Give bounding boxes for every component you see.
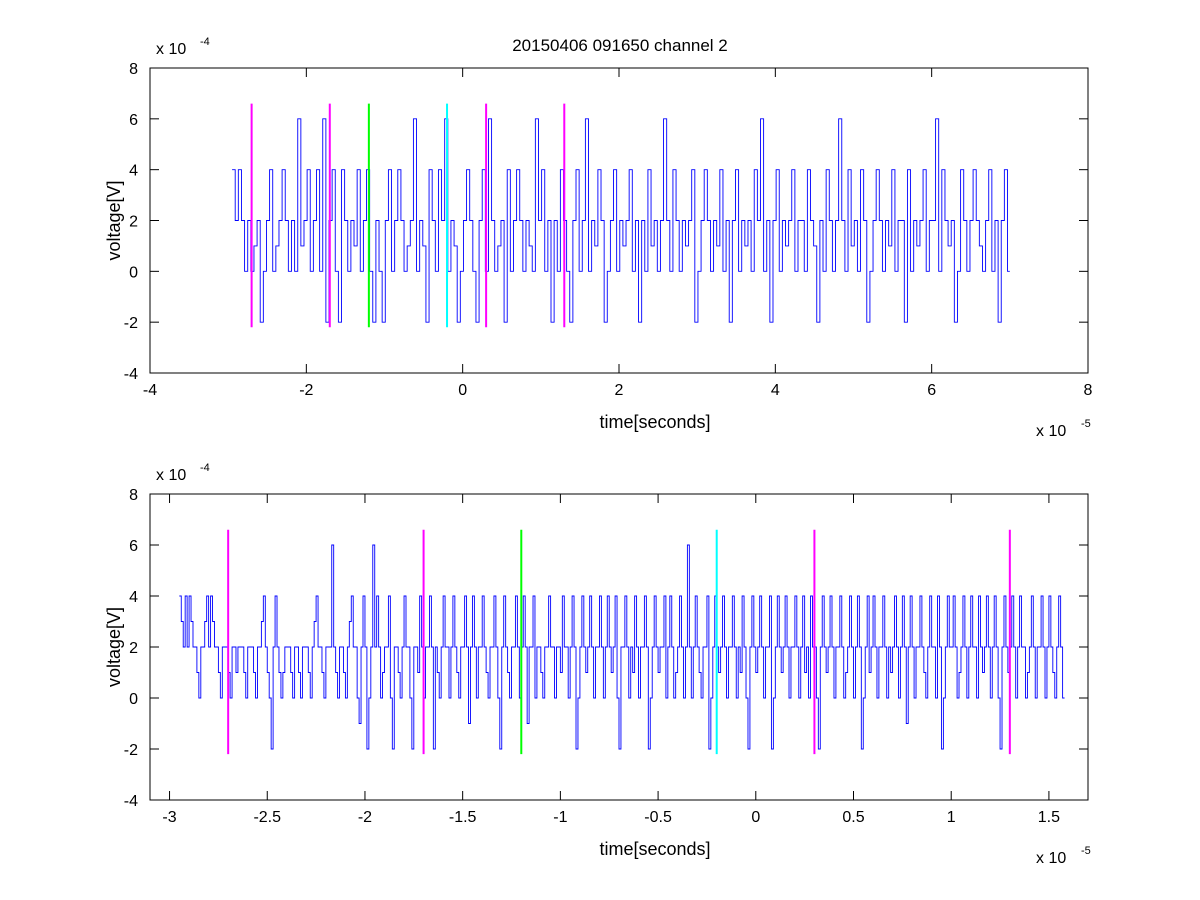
x-tick-label: -0.5 — [644, 809, 672, 826]
x-tick-label: -1.5 — [449, 809, 477, 826]
y-tick-label: 0 — [129, 691, 138, 708]
x-exponent-multiplier: x 10 — [1036, 423, 1066, 440]
y-tick-label: 8 — [129, 487, 138, 504]
y-tick-label: -4 — [124, 793, 138, 810]
y-tick-label: 6 — [129, 112, 138, 129]
y-tick-label: 2 — [129, 640, 138, 657]
bottom-panel: -3 -2.5 -2 -1.5 -1 -0.5 0 0.5 1 1.5 -4 -2 0 2 4 6 8 time[… — [104, 462, 1091, 867]
x-exponent-multiplier: x 10 — [1036, 850, 1066, 867]
x-tick-label: -2 — [358, 809, 372, 826]
y-exponent-value: -4 — [200, 36, 210, 48]
y-exponent-value: -4 — [200, 462, 210, 474]
y-tick-label: 4 — [129, 163, 138, 180]
x-tick-label: 0.5 — [842, 809, 864, 826]
y-tick-label: 4 — [129, 589, 138, 606]
x-axis-label: time[seconds] — [599, 412, 710, 432]
x-tick-label: 2 — [615, 382, 624, 399]
x-tick-label: 0 — [751, 809, 760, 826]
y-tick-label: 2 — [129, 214, 138, 231]
y-tick-label: 6 — [129, 538, 138, 555]
y-tick-label: 0 — [129, 264, 138, 281]
x-tick-label: 0 — [458, 382, 467, 399]
y-exponent-multiplier: x 10 — [156, 41, 186, 58]
x-exponent-value: -5 — [1081, 418, 1091, 430]
x-tick-label: 4 — [771, 382, 780, 399]
x-tick-label: 1 — [947, 809, 956, 826]
x-tick-label: 1.5 — [1038, 809, 1060, 826]
top-panel: -4 -2 0 2 4 6 8 -4 -2 0 2 4 6 8 time[seconds] voltage[V… — [104, 36, 1093, 440]
y-tick-label: 8 — [129, 61, 138, 78]
x-tick-label: -3 — [162, 809, 176, 826]
signal-series-line — [179, 544, 1065, 750]
signal-series-line — [232, 118, 1010, 323]
y-axis-label: voltage[V] — [104, 607, 124, 687]
x-exponent-value: -5 — [1081, 845, 1091, 857]
y-axis-label: voltage[V] — [104, 180, 124, 260]
y-exponent-multiplier: x 10 — [156, 467, 186, 484]
y-tick-label: -2 — [124, 315, 138, 332]
x-tick-label: -4 — [143, 382, 157, 399]
x-tick-label: 8 — [1084, 382, 1093, 399]
x-tick-label: -2 — [299, 382, 313, 399]
x-tick-label: 6 — [927, 382, 936, 399]
y-tick-label: -2 — [124, 742, 138, 759]
y-tick-label: -4 — [124, 366, 138, 383]
x-tick-label: -2.5 — [253, 809, 281, 826]
x-axis-label: time[seconds] — [599, 839, 710, 859]
x-tick-label: -1 — [553, 809, 567, 826]
figure-title: 20150406 091650 channel 2 — [512, 36, 728, 55]
